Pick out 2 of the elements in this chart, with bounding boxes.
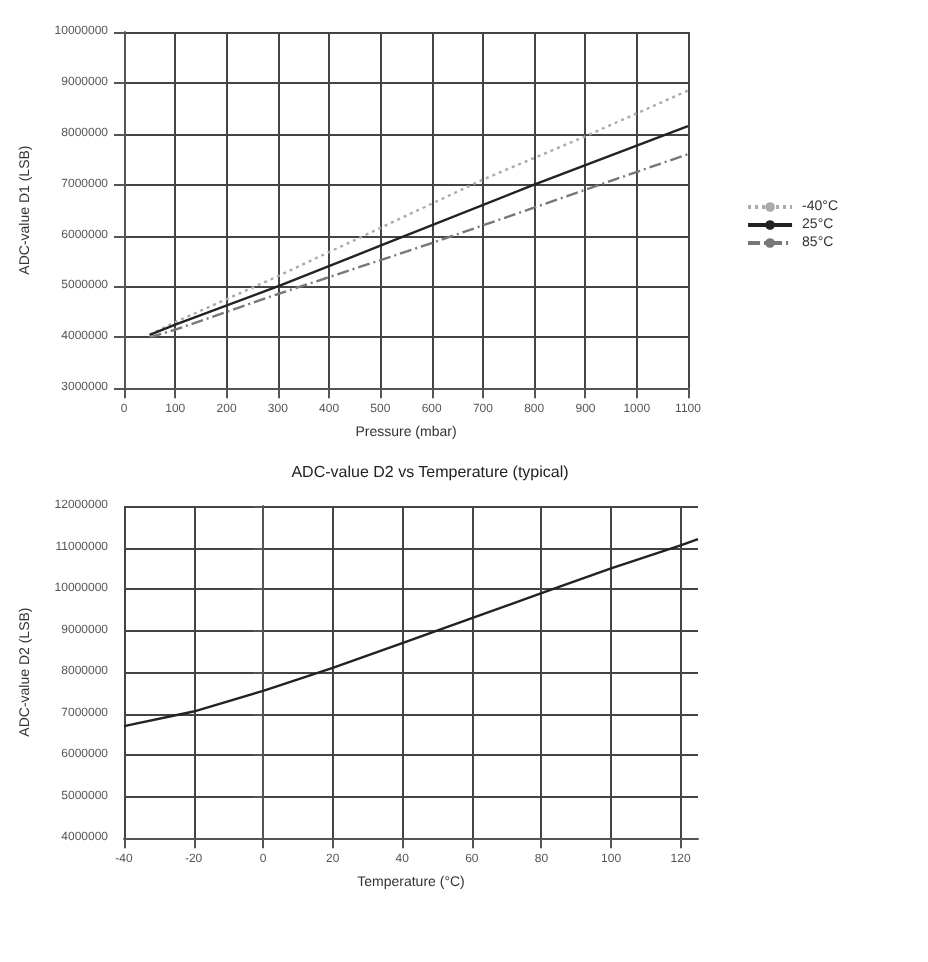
- chart-title: ADC-value D2 vs Temperature (typical): [291, 463, 570, 481]
- line-series: [122, 538, 700, 728]
